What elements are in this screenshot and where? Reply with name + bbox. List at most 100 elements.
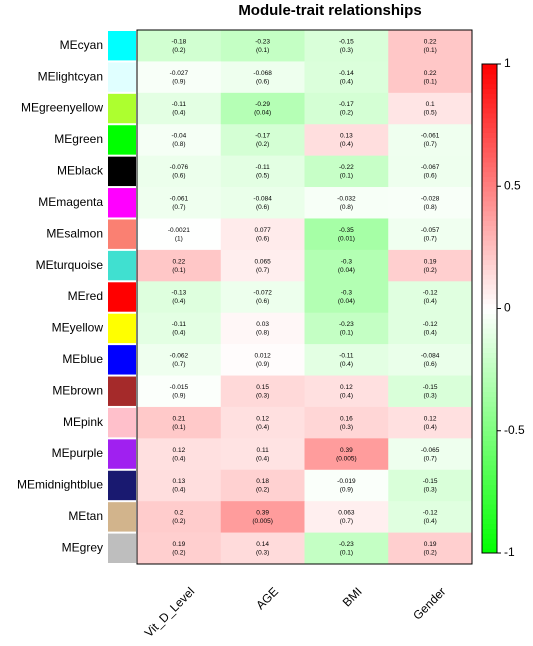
colorbar-segment <box>482 381 497 388</box>
cell-pvalue: (0.4) <box>172 487 185 494</box>
heatmap-cell <box>137 375 222 408</box>
cell-value: -0.015 <box>170 384 189 391</box>
cell-value: -0.11 <box>255 164 270 171</box>
heatmap-cell <box>220 532 305 565</box>
colorbar-segment <box>482 122 497 129</box>
cell-pvalue: (0.2) <box>256 141 269 148</box>
row-label: MEyellow <box>52 321 104 335</box>
colorbar-segment <box>482 108 497 114</box>
cell-pvalue: (0.2) <box>340 110 353 117</box>
heatmap-cell <box>388 375 473 408</box>
cell-value: 0.12 <box>256 415 269 422</box>
heatmap-cell <box>304 218 389 251</box>
heatmap-cell <box>388 61 473 94</box>
cell-pvalue: (0.9) <box>172 78 185 85</box>
cell-pvalue: (0.8) <box>423 204 436 211</box>
colorbar-segment <box>482 235 497 241</box>
colorbar-segment <box>482 533 497 539</box>
colorbar-segment <box>482 200 497 207</box>
x-tick-label: Vit_D_Level <box>142 584 198 640</box>
colorbar-segment <box>482 186 497 192</box>
row-label: MEblack <box>57 164 104 178</box>
row-label: MEturquoise <box>36 258 104 272</box>
cell-value: 0.22 <box>424 38 437 45</box>
cell-pvalue: (0.9) <box>340 487 353 494</box>
row-label: MEmidnightblue <box>17 478 103 492</box>
row-label: MEgreen <box>54 132 103 146</box>
colorbar-segment <box>482 78 497 85</box>
colorbar-segment <box>482 156 497 163</box>
colorbar-segment <box>482 528 497 534</box>
heatmap-cell <box>220 375 305 408</box>
cell-value: 0.065 <box>254 258 271 265</box>
heatmap-cell <box>137 469 222 502</box>
heatmap-cell <box>220 281 305 314</box>
x-tick-label: Gender <box>410 584 448 622</box>
row-swatch <box>108 93 136 124</box>
heatmap-cell <box>388 532 473 565</box>
colorbar-segment <box>482 347 497 354</box>
cell-pvalue: (0.8) <box>172 141 185 148</box>
cell-value: -0.17 <box>339 101 354 108</box>
heatmap-cell <box>304 61 389 94</box>
cell-pvalue: (0.4) <box>340 361 353 368</box>
cell-value: -0.027 <box>170 70 189 77</box>
cell-pvalue: (0.4) <box>172 110 185 117</box>
cell-pvalue: (0.7) <box>423 455 436 462</box>
colorbar-tick-label: 1 <box>504 56 511 70</box>
colorbar-segment <box>482 103 497 109</box>
colorbar-segment <box>482 337 497 344</box>
colorbar-segment <box>482 279 497 285</box>
colorbar-segment <box>482 318 497 324</box>
cell-value: -0.12 <box>423 290 438 297</box>
cell-pvalue: (0.1) <box>340 330 353 337</box>
heatmap-cell <box>304 312 389 345</box>
row-swatch <box>108 470 136 501</box>
heatmap-cell <box>388 30 473 62</box>
cell-value: -0.23 <box>339 321 354 328</box>
cell-pvalue: (0.2) <box>172 47 185 54</box>
cell-value: -0.084 <box>421 353 440 360</box>
colorbar-segment <box>482 161 497 168</box>
colorbar-segment <box>482 205 497 212</box>
cell-pvalue: (0.5) <box>256 173 269 180</box>
colorbar-segment <box>482 313 497 319</box>
cell-pvalue: (0.1) <box>423 47 436 54</box>
colorbar-segment <box>482 303 497 309</box>
cell-value: -0.22 <box>339 164 354 171</box>
heatmap-cell <box>388 469 473 502</box>
cell-value: 0.077 <box>254 227 271 234</box>
colorbar-segment <box>482 93 497 99</box>
cell-pvalue: (0.04) <box>338 298 355 305</box>
colorbar-segment <box>482 499 497 505</box>
cell-pvalue: (0.2) <box>172 550 185 557</box>
heatmap-cell <box>137 187 222 219</box>
cell-value: 0.11 <box>257 447 270 454</box>
cell-pvalue: (0.2) <box>172 518 185 525</box>
x-tick-label: AGE <box>253 584 281 612</box>
row-swatch <box>108 313 136 344</box>
colorbar-segment <box>482 284 497 290</box>
cell-value: 0.19 <box>424 258 437 265</box>
cell-value: -0.084 <box>253 195 272 202</box>
heatmap-cell <box>137 532 222 565</box>
heatmap-cell <box>137 61 222 94</box>
cell-value: -0.14 <box>339 70 354 77</box>
heatmap-cell <box>388 312 473 345</box>
colorbar-segment <box>482 68 497 75</box>
cell-value: 0.39 <box>256 510 269 517</box>
colorbar-segment <box>482 416 497 422</box>
colorbar-segment <box>482 372 497 378</box>
heatmap-cell <box>137 30 222 62</box>
colorbar-segment <box>482 445 497 451</box>
colorbar-segment <box>482 132 497 138</box>
row-swatch <box>108 533 136 563</box>
heatmap-cell <box>388 406 473 439</box>
cell-pvalue: (0.1) <box>172 267 185 274</box>
cell-pvalue: (0.5) <box>423 110 436 117</box>
heatmap-cell <box>220 187 305 219</box>
row-label: MEtan <box>68 509 103 523</box>
cell-pvalue: (0.4) <box>423 298 436 305</box>
colorbar-segment <box>482 259 497 265</box>
